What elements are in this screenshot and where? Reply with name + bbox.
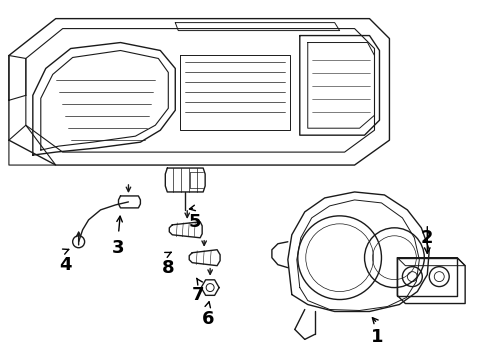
Text: 4: 4	[59, 256, 72, 274]
Text: 8: 8	[162, 259, 174, 277]
Text: 6: 6	[202, 310, 215, 328]
Text: 3: 3	[112, 239, 125, 257]
Text: 7: 7	[192, 285, 204, 303]
Text: 5: 5	[189, 213, 201, 231]
Text: 1: 1	[371, 328, 384, 346]
Text: 2: 2	[421, 229, 434, 247]
